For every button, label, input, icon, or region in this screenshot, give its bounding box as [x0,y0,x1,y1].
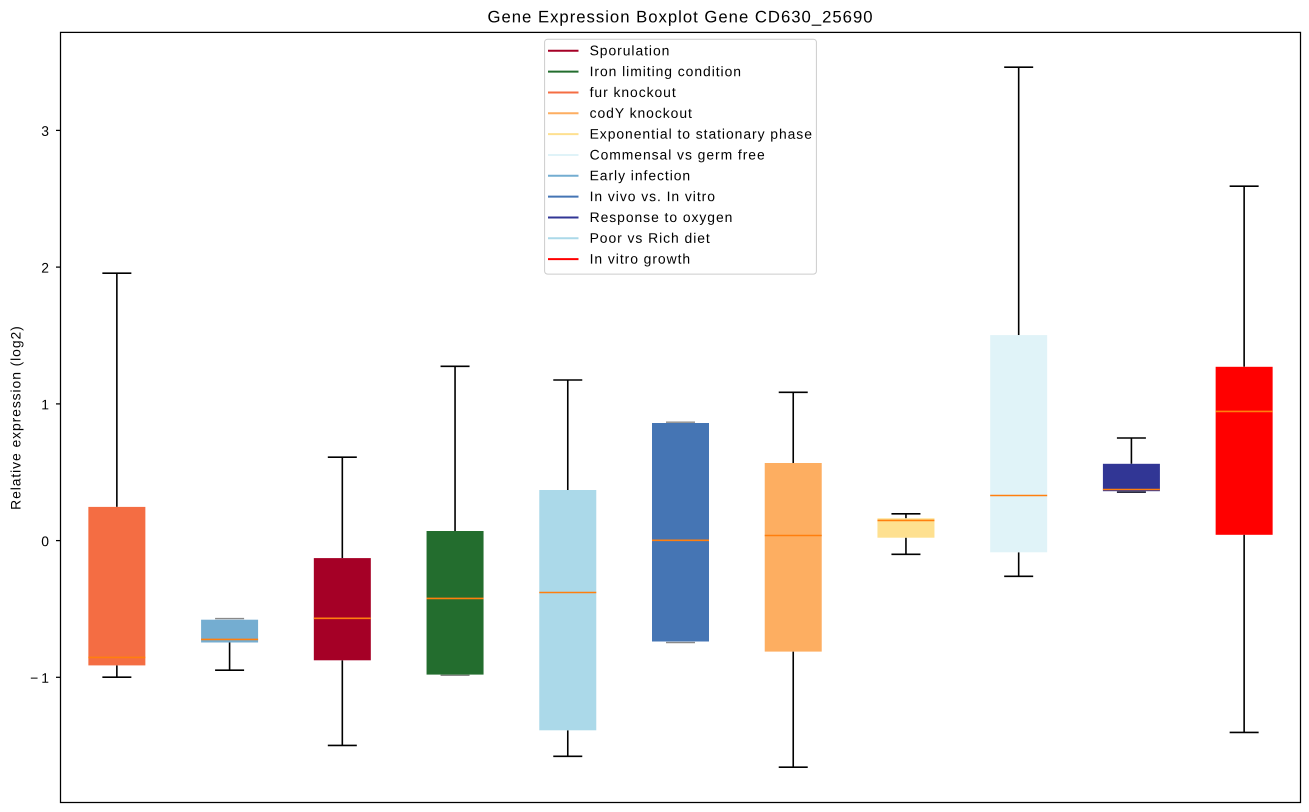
svg-text:Sporulation: Sporulation [590,42,671,58]
svg-text:Response to oxygen: Response to oxygen [590,209,734,225]
svg-text:1: 1 [41,396,49,412]
svg-text:Poor vs Rich diet: Poor vs Rich diet [590,230,711,246]
svg-text:In vitro growth: In vitro growth [590,251,692,267]
svg-text:Relative expression (log2): Relative expression (log2) [8,325,24,510]
svg-text:0: 0 [41,533,49,549]
svg-text:codY knockout: codY knockout [590,105,693,121]
svg-text:Exponential to stationary phas: Exponential to stationary phase [590,126,813,142]
svg-text:In vivo vs. In vitro: In vivo vs. In vitro [590,188,716,204]
svg-text:2: 2 [41,260,49,276]
svg-text:Commensal vs germ free: Commensal vs germ free [590,146,766,162]
svg-text:Iron limiting condition: Iron limiting condition [590,63,742,79]
svg-text:Gene Expression Boxplot Gene C: Gene Expression Boxplot Gene CD630_25690 [487,7,873,26]
svg-text:fur knockout: fur knockout [590,84,677,100]
svg-text:3: 3 [41,123,49,139]
svg-text:Early infection: Early infection [590,167,692,183]
